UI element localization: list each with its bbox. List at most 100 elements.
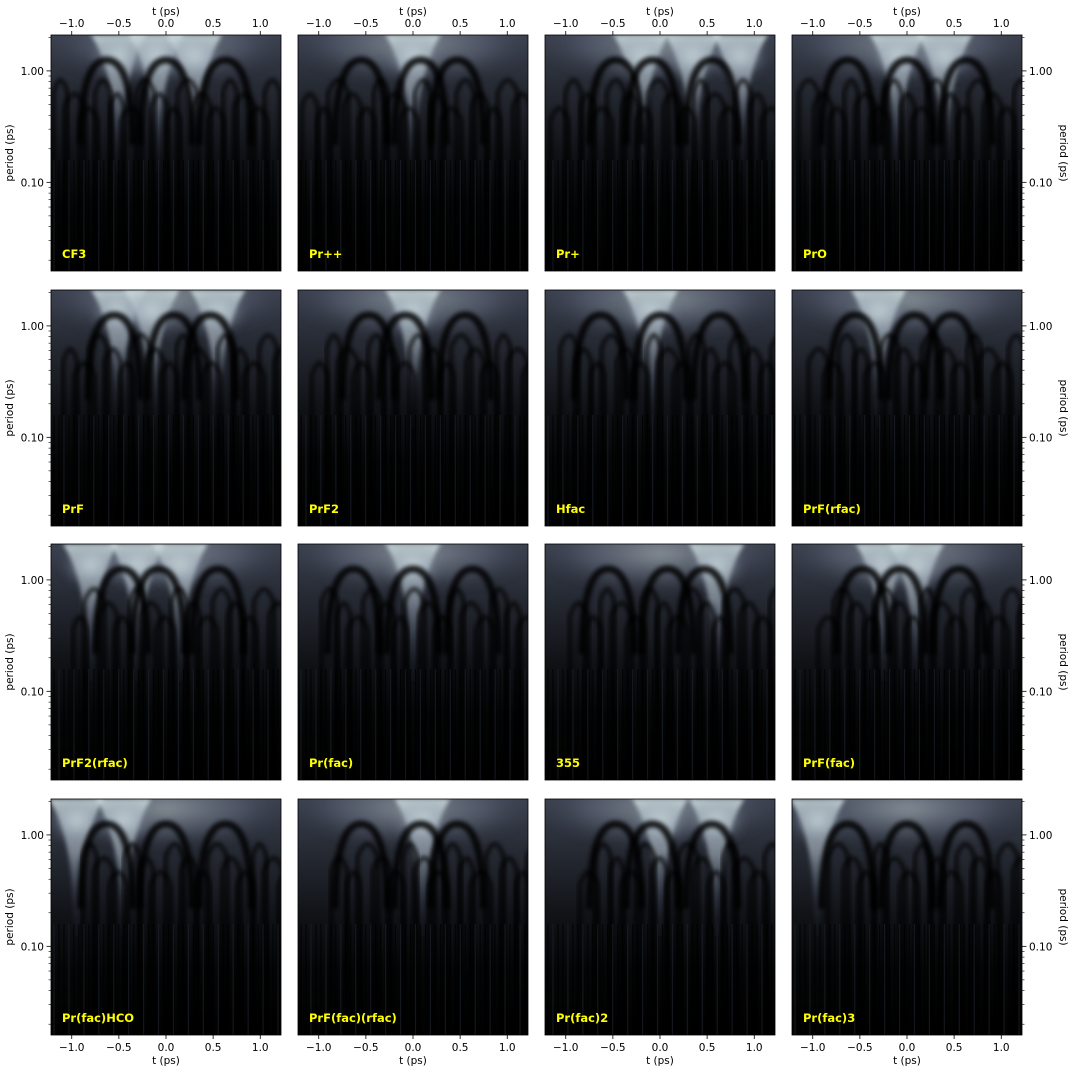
x-tick-label: 0.0 [899, 18, 916, 30]
x-tick-label: 1.0 [993, 18, 1010, 30]
y-axis-title: period (ps) [1057, 379, 1069, 436]
x-axis-title: t (ps) [152, 1055, 180, 1067]
y-tick-label: 0.10 [21, 177, 44, 189]
heat-plume [855, 544, 912, 694]
y-tick-label: 0.10 [21, 432, 44, 444]
axes-frame [50, 543, 282, 781]
y-tick-label: 1.00 [1029, 66, 1052, 78]
y-axis-title: period (ps) [1057, 633, 1069, 690]
axes-frame [791, 543, 1023, 781]
axes-frame [544, 289, 776, 527]
heat-plume [712, 35, 769, 185]
x-tick-label: −0.5 [600, 18, 626, 30]
heatmap-image [51, 799, 281, 1035]
panel: Pr++ −1.0 −0.5 0.0 0.5 1.0 t (ps) [297, 6, 529, 272]
y-axis-title: period (ps) [1057, 888, 1069, 945]
panel: Pr(fac)HCO −1.0 −0.5 0.0 0.5 1.0 t (ps) 1.00 0.1… [4, 798, 282, 1067]
panel: 355 [544, 543, 776, 781]
x-tick-label: 1.0 [499, 1042, 516, 1054]
heatmap-image [545, 544, 775, 780]
y-axis-title: period (ps) [4, 888, 16, 945]
x-tick-label: 0.0 [158, 1042, 175, 1054]
x-tick-label: −1.0 [553, 18, 579, 30]
panel-label: Pr(fac)HCO [62, 1011, 134, 1025]
x-tick-label: −1.0 [553, 1042, 579, 1054]
x-tick-label: 0.0 [405, 1042, 422, 1054]
x-tick-label: −1.0 [59, 18, 85, 30]
panel: PrF(fac)(rfac) −1.0 −0.5 0.0 0.5 1.0 t (ps) [297, 798, 529, 1067]
x-tick-label: 0.5 [699, 1042, 716, 1054]
panel-label: Hfac [556, 502, 585, 516]
x-tick-label: 0.0 [158, 18, 175, 30]
heatmap-image [298, 544, 528, 780]
x-tick-label: 0.5 [946, 18, 963, 30]
x-axis-title: t (ps) [893, 1055, 921, 1067]
x-tick-label: −0.5 [847, 18, 873, 30]
x-tick-label: −0.5 [353, 18, 379, 30]
heat-plume [385, 290, 441, 440]
heatmap-image [298, 799, 528, 1035]
heat-plume [792, 799, 846, 949]
x-tick-label: −1.0 [306, 18, 332, 30]
panel-label: PrF2(rfac) [62, 756, 128, 770]
x-tick-label: 1.0 [993, 1042, 1010, 1054]
heatmap-image [545, 290, 775, 526]
heatmap-image [792, 290, 1022, 526]
y-axis-title: period (ps) [1057, 124, 1069, 181]
x-tick-label: 0.5 [452, 18, 469, 30]
panel: PrO −1.0 −0.5 0.0 0.5 1.0 t (ps) 1.00 0.10 period… [791, 6, 1069, 272]
x-tick-label: −0.5 [600, 1042, 626, 1054]
panel: PrF2 [297, 289, 529, 527]
y-tick-label: 1.00 [1029, 321, 1052, 333]
y-tick-label: 0.10 [1029, 941, 1052, 953]
x-tick-label: 1.0 [746, 1042, 763, 1054]
y-tick-label: 1.00 [21, 830, 44, 842]
heat-plume [385, 544, 441, 694]
axes-frame [544, 543, 776, 781]
x-tick-label: 0.5 [946, 1042, 963, 1054]
x-tick-label: 0.0 [652, 1042, 669, 1054]
x-axis-title: t (ps) [399, 6, 427, 18]
x-tick-label: 1.0 [252, 1042, 269, 1054]
panel-label: PrF2 [309, 502, 339, 516]
panels: CF3 −1.0 −0.5 0.0 0.5 1.0 t (ps) 1.00 0.10 period… [4, 6, 1069, 1067]
heatmap-image [298, 35, 528, 271]
panel-label: PrF [62, 502, 84, 516]
x-axis-title: t (ps) [152, 6, 180, 18]
y-tick-label: 1.00 [21, 575, 44, 587]
x-tick-label: 0.0 [652, 18, 669, 30]
y-tick-label: 0.10 [1029, 686, 1052, 698]
panel-label: Pr+ [556, 247, 580, 261]
panel-label: PrF(fac) [803, 756, 855, 770]
heat-plume [869, 35, 926, 185]
y-tick-label: 1.00 [21, 321, 44, 333]
heat-plume [632, 799, 688, 949]
x-tick-label: 0.5 [205, 18, 222, 30]
panel: Hfac [544, 289, 776, 527]
heat-plume [622, 290, 679, 440]
y-axis-title: period (ps) [4, 379, 16, 436]
panel-label: Pr(fac)3 [803, 1011, 855, 1025]
y-tick-label: 0.10 [1029, 177, 1052, 189]
axes-frame [297, 543, 529, 781]
heatmap-image [792, 35, 1022, 271]
panel: Pr+ −1.0 −0.5 0.0 0.5 1.0 t (ps) [544, 6, 776, 272]
heat-plume [394, 799, 451, 949]
heatmap-image [792, 799, 1022, 1035]
y-axis-title: period (ps) [4, 124, 16, 181]
axes-frame [791, 289, 1023, 527]
x-tick-label: 0.0 [899, 1042, 916, 1054]
x-axis-title: t (ps) [646, 1055, 674, 1067]
axes-frame [50, 289, 282, 527]
x-tick-label: −0.5 [353, 1042, 379, 1054]
x-tick-label: 0.5 [205, 1042, 222, 1054]
x-tick-label: 0.5 [699, 18, 716, 30]
x-tick-label: −0.5 [106, 1042, 132, 1054]
heatmap-image [298, 290, 528, 526]
y-tick-label: 1.00 [1029, 830, 1052, 842]
x-tick-label: 0.0 [405, 18, 422, 30]
x-tick-label: 1.0 [746, 18, 763, 30]
panel: PrF2(rfac) 1.00 0.10 period (ps) [4, 543, 282, 781]
heatmap-image [51, 290, 281, 526]
